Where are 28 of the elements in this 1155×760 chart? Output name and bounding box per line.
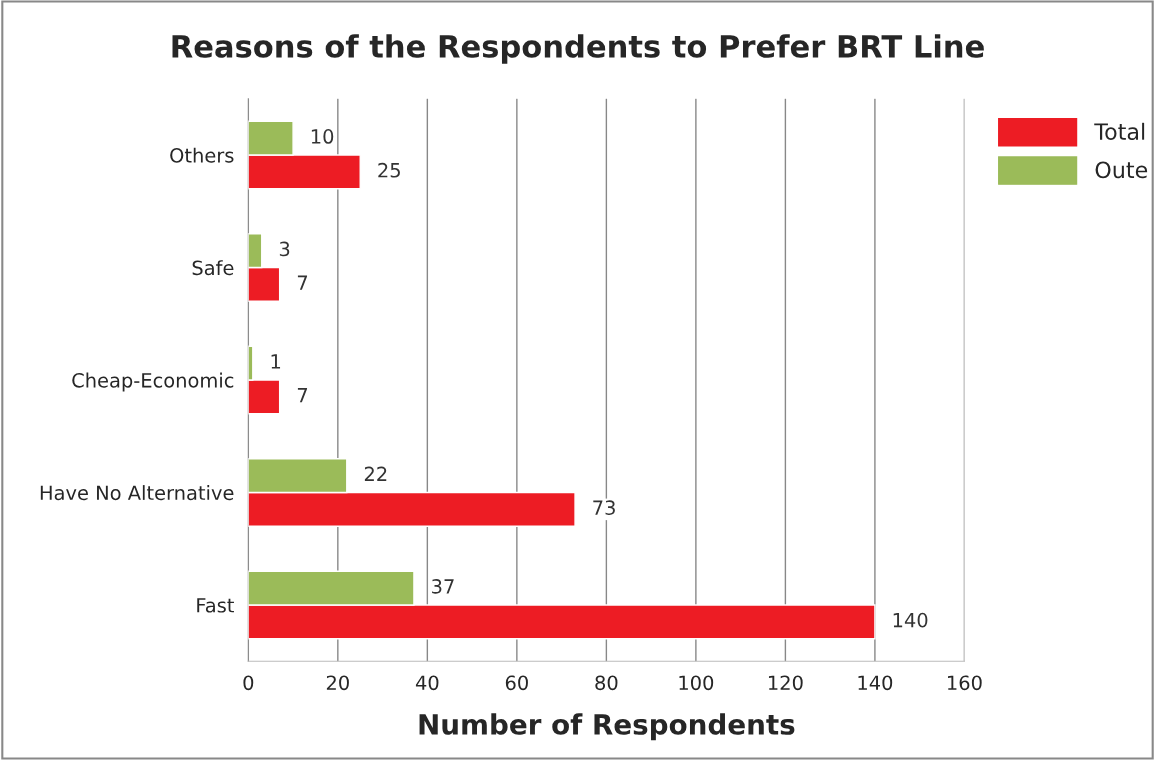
x-tick-label: 160 — [948, 675, 982, 691]
x-axis-title: Number of Respondents — [419, 713, 795, 741]
data-label: 37 — [432, 579, 454, 594]
x-tick-label: 80 — [595, 675, 618, 691]
data-label: 7 — [297, 388, 308, 403]
y-tick-label: Have No Alternative — [40, 485, 234, 501]
data-label: 22 — [364, 466, 387, 481]
y-tick-label: Cheap-Economic — [72, 372, 234, 392]
x-tick-label: 0 — [243, 675, 254, 691]
y-tick-label: Fast — [197, 598, 234, 613]
data-label: 140 — [893, 612, 928, 628]
y-tick-label: Others — [170, 147, 234, 163]
chart-title: Reasons of the Respondents to Prefer BRT Line — [172, 34, 984, 64]
legend-label: Oute — [1095, 161, 1148, 179]
x-tick-label: 120 — [768, 675, 803, 691]
data-label: 25 — [378, 162, 400, 178]
x-tick-label: 60 — [505, 675, 528, 691]
x-tick-label: 100 — [679, 675, 714, 691]
data-label: 73 — [593, 500, 615, 515]
data-label: 3 — [279, 241, 290, 257]
data-label: 1 — [271, 354, 281, 369]
data-label: 10 — [311, 129, 334, 144]
x-tick-label: 140 — [858, 675, 893, 691]
x-tick-label: 20 — [326, 675, 349, 691]
legend-label: Total — [1094, 122, 1145, 140]
x-tick-label: 40 — [415, 675, 439, 691]
data-label: 7 — [297, 275, 308, 290]
y-tick-label: Safe — [192, 260, 234, 276]
